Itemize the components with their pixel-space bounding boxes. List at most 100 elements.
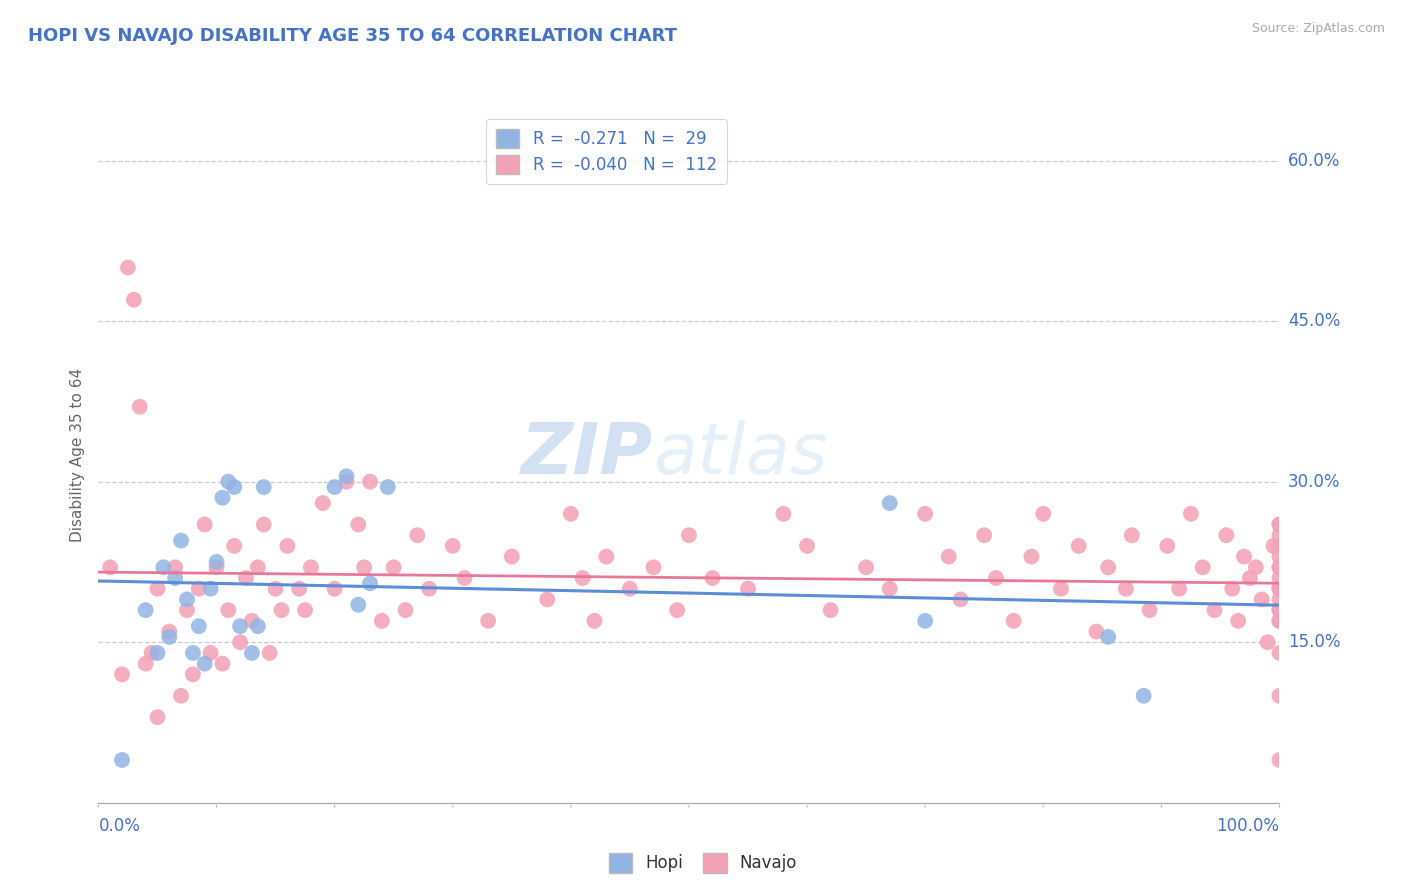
Point xyxy=(1085,624,1108,639)
Point xyxy=(1097,630,1119,644)
Point xyxy=(1132,689,1154,703)
Point xyxy=(1268,539,1291,553)
Point xyxy=(312,496,335,510)
Point xyxy=(1268,528,1291,542)
Point xyxy=(1268,517,1291,532)
Point xyxy=(1268,517,1291,532)
Point xyxy=(259,646,281,660)
Point xyxy=(1233,549,1256,564)
Point xyxy=(643,560,665,574)
Point xyxy=(181,667,204,681)
Point xyxy=(217,475,239,489)
Point xyxy=(571,571,593,585)
Point xyxy=(111,753,134,767)
Point xyxy=(1204,603,1226,617)
Point xyxy=(879,582,901,596)
Point xyxy=(1139,603,1161,617)
Point xyxy=(165,571,187,585)
Point xyxy=(347,517,370,532)
Point xyxy=(1191,560,1213,574)
Point xyxy=(796,539,818,553)
Point xyxy=(187,619,209,633)
Point xyxy=(217,603,239,617)
Point xyxy=(117,260,139,275)
Point xyxy=(453,571,475,585)
Text: atlas: atlas xyxy=(654,420,828,490)
Point xyxy=(820,603,842,617)
Point xyxy=(477,614,499,628)
Point xyxy=(264,582,287,596)
Point xyxy=(152,560,174,574)
Point xyxy=(1268,582,1291,596)
Point xyxy=(176,592,198,607)
Point xyxy=(1268,549,1291,564)
Point xyxy=(1268,689,1291,703)
Point xyxy=(377,480,399,494)
Point xyxy=(205,560,228,574)
Point xyxy=(984,571,1007,585)
Point xyxy=(1244,560,1267,574)
Point xyxy=(1263,539,1285,553)
Point xyxy=(1115,582,1137,596)
Point xyxy=(879,496,901,510)
Point xyxy=(371,614,394,628)
Point xyxy=(394,603,416,617)
Point xyxy=(949,592,972,607)
Point xyxy=(1050,582,1073,596)
Point xyxy=(353,560,375,574)
Text: 30.0%: 30.0% xyxy=(1288,473,1340,491)
Point xyxy=(702,571,724,585)
Point xyxy=(1268,614,1291,628)
Point xyxy=(176,603,198,617)
Point xyxy=(165,560,187,574)
Point xyxy=(1268,603,1291,617)
Point xyxy=(737,582,759,596)
Point xyxy=(122,293,145,307)
Point xyxy=(294,603,316,617)
Point xyxy=(211,491,233,505)
Point xyxy=(200,582,222,596)
Text: ZIP: ZIP xyxy=(522,420,654,490)
Point xyxy=(1168,582,1191,596)
Point xyxy=(157,630,180,644)
Point xyxy=(135,603,157,617)
Point xyxy=(772,507,794,521)
Point xyxy=(1268,582,1291,596)
Point xyxy=(1268,592,1291,607)
Text: 45.0%: 45.0% xyxy=(1288,312,1340,330)
Point xyxy=(194,657,217,671)
Point xyxy=(1268,614,1291,628)
Point xyxy=(1268,571,1291,585)
Point xyxy=(146,582,169,596)
Point xyxy=(359,475,381,489)
Y-axis label: Disability Age 35 to 64: Disability Age 35 to 64 xyxy=(69,368,84,542)
Point xyxy=(224,480,246,494)
Point xyxy=(288,582,311,596)
Point xyxy=(299,560,322,574)
Point xyxy=(1268,603,1291,617)
Point xyxy=(973,528,995,542)
Text: HOPI VS NAVAJO DISABILITY AGE 35 TO 64 CORRELATION CHART: HOPI VS NAVAJO DISABILITY AGE 35 TO 64 C… xyxy=(28,27,678,45)
Point xyxy=(441,539,464,553)
Point xyxy=(253,517,276,532)
Point xyxy=(855,560,877,574)
Point xyxy=(128,400,150,414)
Point xyxy=(194,517,217,532)
Point xyxy=(382,560,405,574)
Point xyxy=(323,480,346,494)
Text: Source: ZipAtlas.com: Source: ZipAtlas.com xyxy=(1251,22,1385,36)
Point xyxy=(1227,614,1250,628)
Point xyxy=(1268,646,1291,660)
Point xyxy=(187,582,209,596)
Point xyxy=(323,582,346,596)
Point xyxy=(347,598,370,612)
Point xyxy=(914,507,936,521)
Point xyxy=(135,657,157,671)
Point xyxy=(583,614,606,628)
Point xyxy=(1156,539,1178,553)
Point xyxy=(1021,549,1043,564)
Legend: Hopi, Navajo: Hopi, Navajo xyxy=(602,847,804,880)
Point xyxy=(224,539,246,553)
Point xyxy=(1180,507,1202,521)
Point xyxy=(240,614,263,628)
